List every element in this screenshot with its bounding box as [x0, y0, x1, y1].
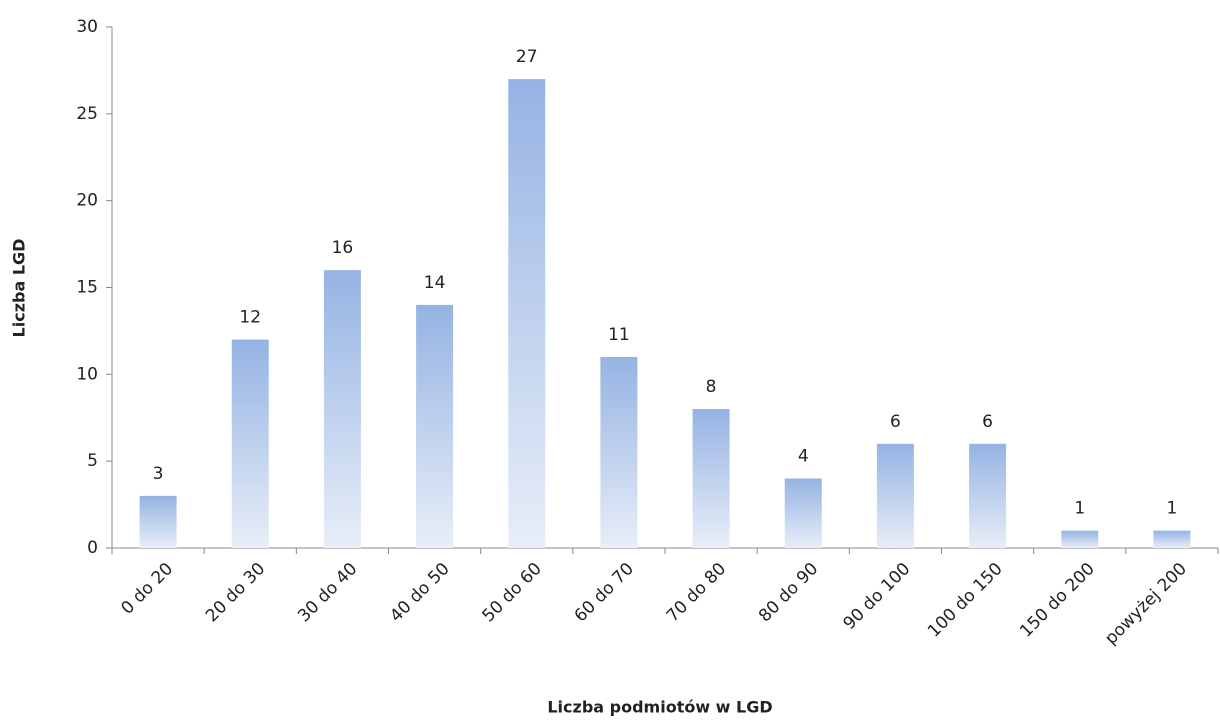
y-tick-label: 15 — [76, 278, 98, 298]
x-tick-label: powyżej 200 — [1101, 559, 1191, 649]
y-tick-label: 20 — [76, 191, 98, 211]
bar — [231, 339, 269, 548]
data-label: 27 — [516, 47, 538, 67]
bar — [1153, 530, 1191, 548]
y-tick-label: 0 — [87, 538, 98, 558]
data-label: 8 — [706, 377, 717, 397]
x-tick-label: 20 do 30 — [202, 559, 269, 626]
x-tick-label: 40 do 50 — [386, 559, 453, 626]
x-tick-label: 150 do 200 — [1016, 559, 1099, 642]
bar — [692, 409, 730, 548]
y-axis-title: Liczba LGD — [10, 239, 29, 338]
data-label: 14 — [424, 273, 446, 293]
data-label: 1 — [1074, 499, 1085, 519]
x-tick-label: 90 do 100 — [839, 559, 914, 634]
x-tick-label: 60 do 70 — [571, 559, 638, 626]
bar — [139, 495, 177, 548]
bar — [784, 478, 822, 548]
data-label: 6 — [982, 412, 993, 432]
x-tick-label: 50 do 60 — [478, 559, 545, 626]
y-tick-label: 5 — [87, 451, 98, 471]
x-tick-label: 100 do 150 — [924, 559, 1007, 642]
bar — [600, 356, 638, 548]
data-label: 4 — [798, 447, 809, 467]
bar — [876, 443, 914, 548]
x-tick-label: 30 do 40 — [294, 559, 361, 626]
x-axis-title: Liczba podmiotów w LGD — [547, 698, 772, 717]
data-label: 12 — [239, 308, 261, 328]
y-tick-label: 25 — [76, 104, 98, 124]
bar — [508, 79, 546, 548]
bar — [323, 270, 361, 548]
y-tick-label: 30 — [76, 17, 98, 37]
bar — [969, 443, 1007, 548]
x-tick-label: 80 do 90 — [755, 559, 822, 626]
data-label: 1 — [1167, 499, 1178, 519]
x-tick-label: 0 do 20 — [117, 559, 177, 619]
bar — [416, 304, 454, 548]
data-label: 16 — [332, 238, 354, 258]
data-label: 6 — [890, 412, 901, 432]
y-tick-label: 10 — [76, 364, 98, 384]
data-label: 3 — [153, 464, 164, 484]
x-tick-label: 70 do 80 — [663, 559, 730, 626]
bar — [1061, 530, 1099, 548]
data-label: 11 — [608, 325, 630, 345]
